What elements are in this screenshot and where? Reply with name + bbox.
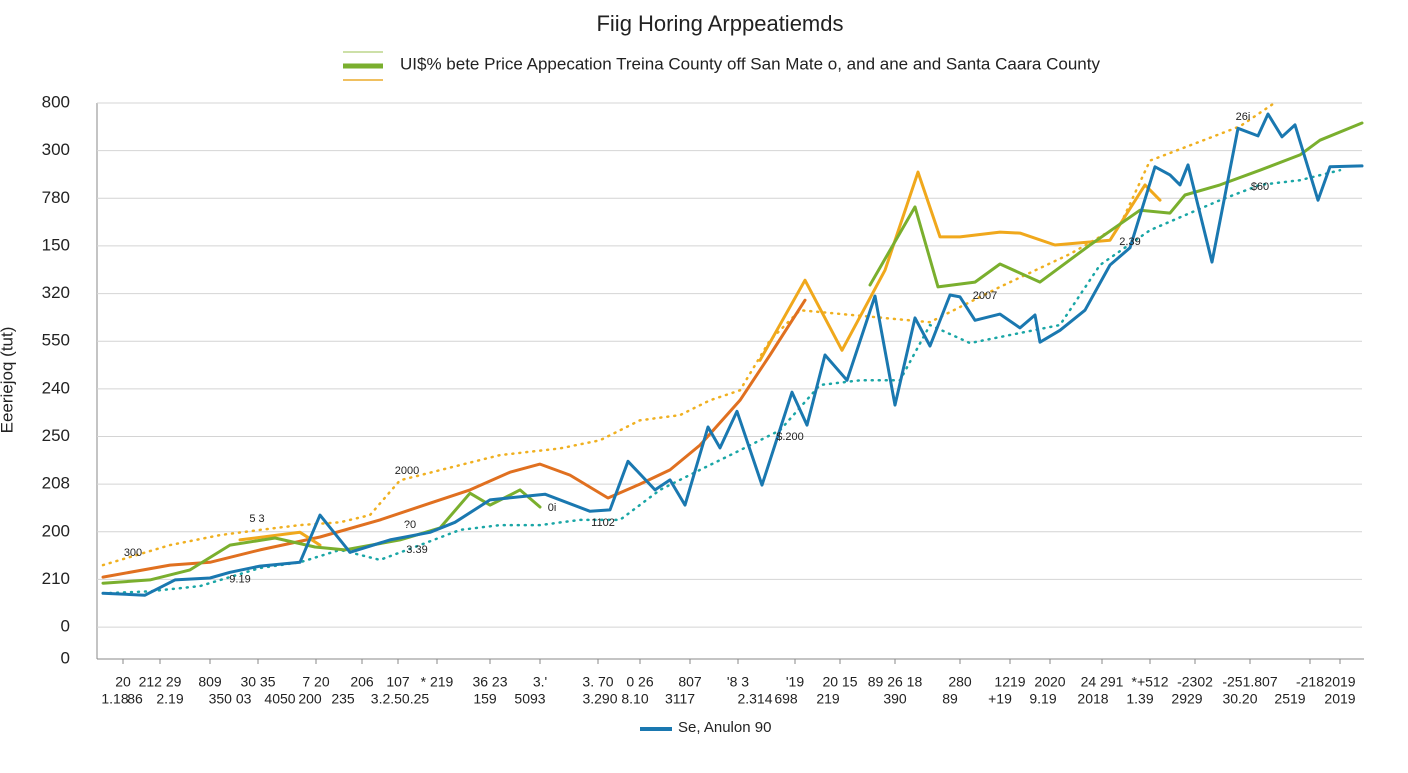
legend-top: UI$% bete Price Appecation Treina County… xyxy=(343,51,1100,81)
annotation: 0i xyxy=(548,502,557,514)
x-tick-label: -218 xyxy=(1296,674,1324,690)
x-tick-label: 2019 xyxy=(1324,691,1355,707)
x-tick-label: 20 15 xyxy=(822,674,857,690)
x-tick-label: * 219 xyxy=(421,674,454,690)
x-tick-label: 9.19 xyxy=(1029,691,1056,707)
x-tick-label: 7 20 xyxy=(302,674,329,690)
x-tick-label: 1219 xyxy=(994,674,1025,690)
x-tick-label: 807 xyxy=(678,674,702,690)
annotation: 9.19 xyxy=(229,573,250,585)
annotation: 300 xyxy=(124,547,142,559)
x-tick-label: -251.807 xyxy=(1222,674,1277,690)
legend-label: UI$% bete Price Appecation Treina County… xyxy=(400,54,1100,73)
y-tick-label: 800 xyxy=(42,92,70,111)
annotation: 3.39 xyxy=(406,544,427,556)
x-tick-label: 86 xyxy=(127,691,143,707)
x-tick-label: 200 xyxy=(298,691,322,707)
y-tick-label: 250 xyxy=(42,426,70,445)
x-tick-label: 206 xyxy=(350,674,374,690)
series-line xyxy=(101,298,807,579)
y-tick-label: 210 xyxy=(42,569,70,588)
x-tick-label: 20 xyxy=(115,674,131,690)
x-tick-label: 1.18 xyxy=(101,691,128,707)
x-tick-label: 2519 xyxy=(1274,691,1305,707)
annotation: 2000 xyxy=(395,465,419,477)
x-tick-label: 159 xyxy=(473,691,497,707)
annotation: $60 xyxy=(1251,181,1269,193)
y-tick-label: 300 xyxy=(42,140,70,159)
series-line xyxy=(101,168,1342,595)
x-tick-label: 2.19 xyxy=(156,691,183,707)
annotation: 5 3 xyxy=(249,513,264,525)
x-tick-label: 107 xyxy=(386,674,410,690)
x-tick-label: 5093 xyxy=(514,691,545,707)
x-tick-label: 2929 xyxy=(1171,691,1202,707)
y-tick-label: 150 xyxy=(42,235,70,254)
x-tick-label: +19 xyxy=(988,691,1012,707)
y-tick-label: 0 xyxy=(61,617,70,636)
x-tick-label: 2018 xyxy=(1077,691,1108,707)
x-tick-label: 212 29 xyxy=(139,674,182,690)
x-tick-label: 2.314 xyxy=(737,691,772,707)
x-tick-label: 350 03 xyxy=(209,691,252,707)
x-tick-label: 3117 xyxy=(665,691,695,707)
series-line xyxy=(101,112,1364,597)
y-tick-label: 0 xyxy=(61,648,70,667)
y-tick-label: 208 xyxy=(42,474,70,493)
y-tick-label: 200 xyxy=(42,521,70,540)
x-tick-label: 89 xyxy=(942,691,958,707)
x-tick-label: 3.' xyxy=(533,674,547,690)
annotation: 26i xyxy=(1236,111,1251,123)
x-tick-label: '8 3 xyxy=(727,674,749,690)
x-tick-label: 89 26 18 xyxy=(868,674,923,690)
x-tick-label: 1.39 xyxy=(1126,691,1153,707)
x-tick-label: 24 291 xyxy=(1081,674,1124,690)
x-tick-label: 219 xyxy=(816,691,840,707)
legend-bottom: Se, Anulon 90 xyxy=(640,719,771,736)
x-tick-label: *+512 xyxy=(1132,674,1169,690)
x-tick-label: 698 xyxy=(774,691,798,707)
x-tick-label: 4050 xyxy=(264,691,295,707)
series-line xyxy=(238,170,1162,547)
y-tick-label: 550 xyxy=(42,331,70,350)
x-tick-label: 36 23 xyxy=(472,674,507,690)
chart-title: Fiig Horing Arppeatiemds xyxy=(596,11,843,36)
x-tick-label: 2020 xyxy=(1034,674,1065,690)
annotation: $.200 xyxy=(776,431,804,443)
annotation: 2007 xyxy=(973,290,997,302)
y-tick-label: 320 xyxy=(42,283,70,302)
x-tick-label: 280 xyxy=(948,674,972,690)
x-tick-label: 3.290 xyxy=(582,691,617,707)
x-tick-label: 809 xyxy=(198,674,222,690)
annotation: 2.39 xyxy=(1119,236,1140,248)
annotation: ?0 xyxy=(404,519,416,531)
legend-label: Se, Anulon 90 xyxy=(678,719,771,736)
x-tick-label: 2019 xyxy=(1324,674,1355,690)
x-tick-label: 3. 70 xyxy=(582,674,613,690)
x-tick-label: 3.2.50.25 xyxy=(371,691,430,707)
x-tick-label: 235 xyxy=(331,691,355,707)
annotation: 1102 xyxy=(591,517,615,529)
x-tick-label: 390 xyxy=(883,691,907,707)
x-tick-label: 30.20 xyxy=(1222,691,1257,707)
y-tick-label: 780 xyxy=(42,188,70,207)
x-tick-label: 8.10 xyxy=(621,691,648,707)
series-line xyxy=(101,121,1364,585)
y-tick-label: 240 xyxy=(42,378,70,397)
x-tick-label: '19 xyxy=(786,674,804,690)
x-tick-label: -2302 xyxy=(1177,674,1213,690)
y-axis-label: Eeeriejoq (tut) xyxy=(0,327,16,434)
x-tick-label: 0 26 xyxy=(626,674,653,690)
x-tick-label: 30 35 xyxy=(240,674,275,690)
